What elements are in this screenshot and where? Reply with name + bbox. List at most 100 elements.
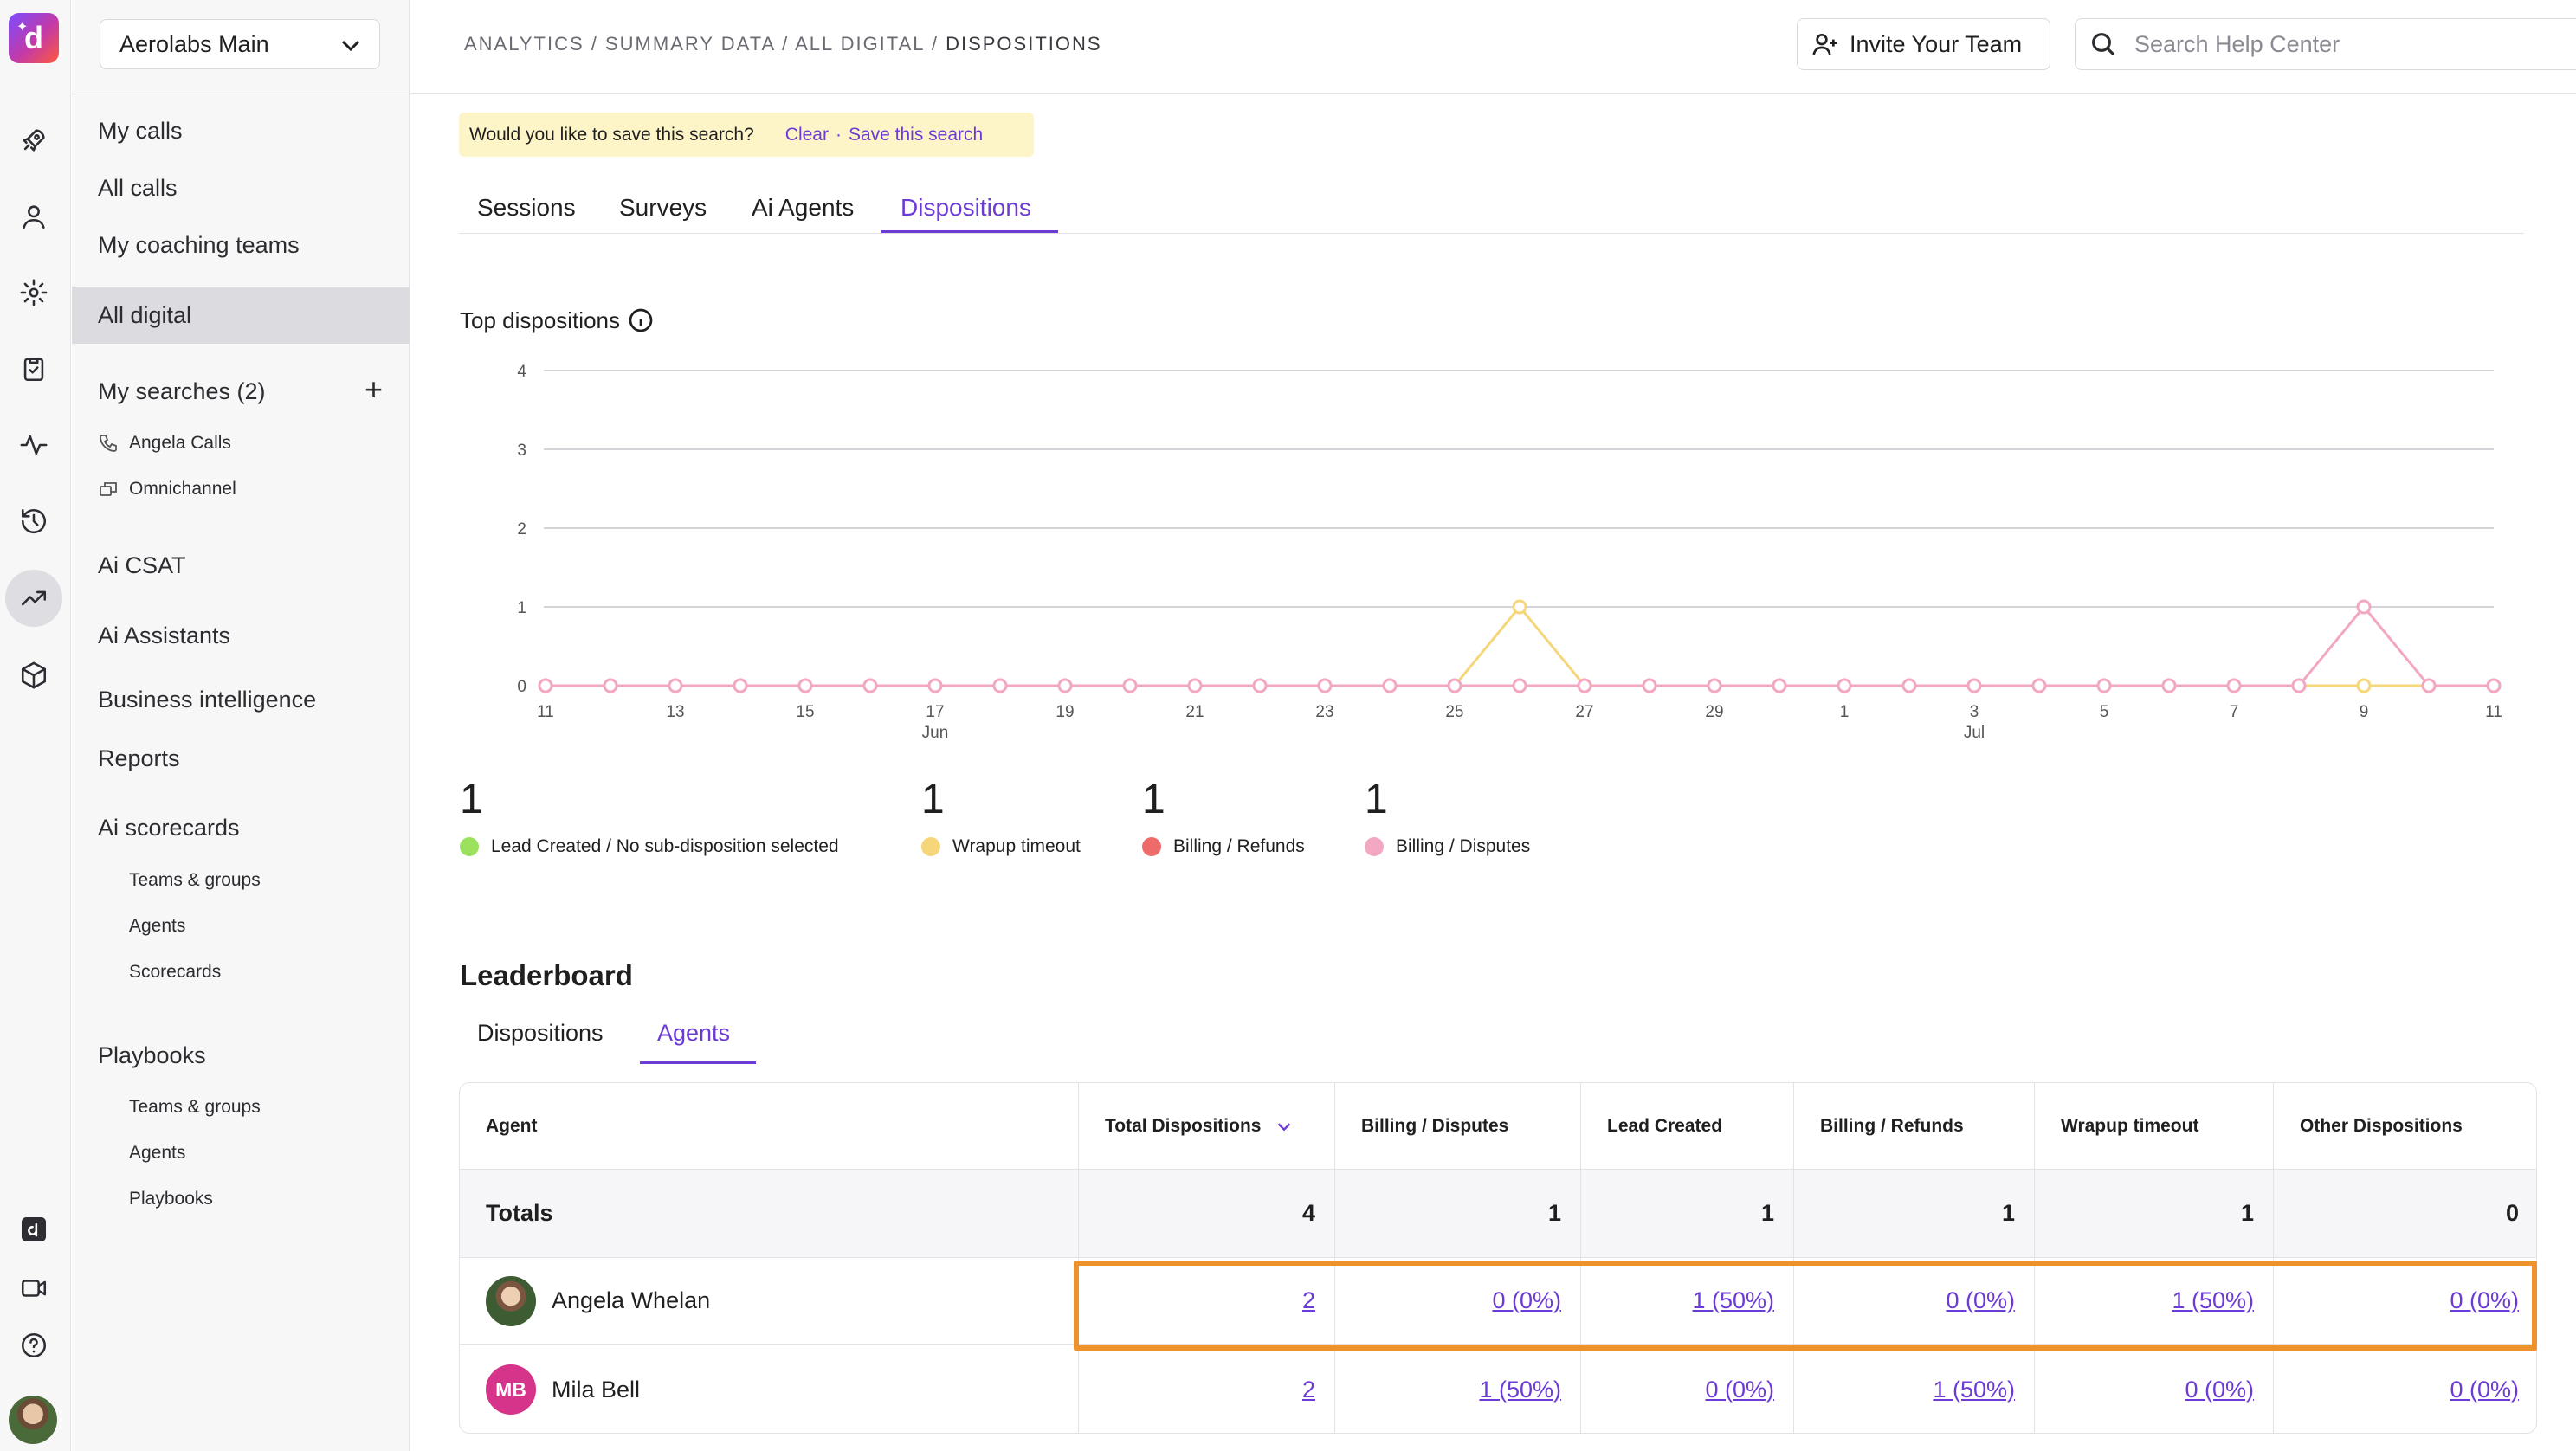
saved-search-angela-calls[interactable]: Angela Calls bbox=[129, 433, 231, 453]
value-link[interactable]: 1 (50%) bbox=[1479, 1376, 1561, 1403]
agent-cell[interactable]: Angela Whelan bbox=[460, 1258, 1078, 1344]
column-header-wrapup-timeout[interactable]: Wrapup timeout bbox=[2034, 1083, 2273, 1169]
value-link[interactable]: 2 bbox=[1301, 1287, 1315, 1313]
help-search[interactable] bbox=[2075, 18, 2576, 70]
y-tick-label: 1 bbox=[517, 599, 526, 617]
data-point bbox=[603, 678, 618, 693]
data-point bbox=[2096, 678, 2112, 693]
breadcrumb-analytics[interactable]: ANALYTICS bbox=[464, 33, 584, 55]
gear-icon[interactable] bbox=[15, 274, 53, 312]
value-link[interactable]: 0 (0%) bbox=[1705, 1376, 1774, 1403]
data-point bbox=[2226, 678, 2242, 693]
totals-row: Totals 4 1 1 1 1 0 bbox=[460, 1170, 2536, 1258]
value-link[interactable]: 0 (0%) bbox=[2185, 1376, 2254, 1403]
sidebar-item-playbooks-list[interactable]: Playbooks bbox=[129, 1189, 213, 1209]
history-icon[interactable] bbox=[15, 502, 53, 540]
info-icon[interactable] bbox=[627, 306, 655, 334]
legend-dot bbox=[921, 837, 940, 856]
sidebar-item-my-calls[interactable]: My calls bbox=[98, 118, 183, 144]
tab-surveys[interactable]: Surveys bbox=[619, 194, 707, 221]
column-header-other-dispositions[interactable]: Other Dispositions bbox=[2273, 1083, 2536, 1169]
sidebar-item-ai-assistants[interactable]: Ai Assistants bbox=[98, 622, 231, 648]
dialpad-logo[interactable]: ✦ d bbox=[9, 13, 59, 63]
column-header-billing-disputes[interactable]: Billing / Disputes bbox=[1334, 1083, 1580, 1169]
help-search-input[interactable] bbox=[2134, 30, 2550, 58]
tab-ai-agents[interactable]: Ai Agents bbox=[752, 194, 855, 221]
data-point bbox=[2291, 678, 2307, 693]
sidebar-item-playbooks-agents[interactable]: Agents bbox=[129, 1143, 186, 1163]
sidebar-item-scorecards-teams[interactable]: Teams & groups bbox=[129, 870, 261, 890]
x-tick-label: 23 bbox=[1315, 703, 1333, 721]
sidebar-item-ai-scorecards[interactable]: Ai scorecards bbox=[98, 815, 240, 841]
sidebar-item-my-searches[interactable]: My searches (2) bbox=[98, 378, 266, 404]
value-link[interactable]: 1 (50%) bbox=[2172, 1287, 2254, 1313]
breadcrumb-separator: / bbox=[591, 33, 598, 55]
breadcrumb-summary-data[interactable]: SUMMARY DATA bbox=[605, 33, 775, 55]
column-header-billing-refunds[interactable]: Billing / Refunds bbox=[1793, 1083, 2034, 1169]
data-point bbox=[1642, 678, 1657, 693]
series-line bbox=[546, 604, 2494, 687]
data-point bbox=[862, 678, 878, 693]
summary-count: 1 bbox=[460, 777, 483, 822]
agent-name: Angela Whelan bbox=[552, 1287, 711, 1313]
agent-cell[interactable]: MB Mila Bell bbox=[460, 1345, 1078, 1433]
sidebar-item-all-calls[interactable]: All calls bbox=[98, 175, 178, 201]
value-link[interactable]: 2 bbox=[1301, 1376, 1315, 1403]
x-tick-label: 5 bbox=[2100, 703, 2109, 721]
add-search-icon[interactable]: + bbox=[365, 371, 384, 407]
tab-sessions[interactable]: Sessions bbox=[477, 194, 576, 221]
active-item-highlight bbox=[72, 287, 410, 344]
column-header-lead-created[interactable]: Lead Created bbox=[1580, 1083, 1793, 1169]
save-search-question: Would you like to save this search? bbox=[469, 124, 754, 145]
user-icon[interactable] bbox=[15, 197, 53, 235]
user-avatar[interactable] bbox=[9, 1396, 57, 1444]
sidebar-item-my-coaching-teams[interactable]: My coaching teams bbox=[98, 232, 300, 258]
clear-search-link[interactable]: Clear bbox=[784, 124, 829, 145]
data-point bbox=[2161, 678, 2177, 693]
video-icon[interactable] bbox=[15, 1269, 53, 1307]
x-tick-label: 3 bbox=[1970, 703, 1979, 721]
help-icon[interactable] bbox=[15, 1326, 53, 1364]
summary-billing-disputes: 1 Billing / Disputes bbox=[1365, 779, 1530, 857]
trending-up-icon[interactable] bbox=[5, 570, 62, 627]
activity-icon[interactable] bbox=[15, 426, 53, 464]
value-link[interactable]: 0 (0%) bbox=[2450, 1287, 2519, 1313]
x-month-label: Jun bbox=[922, 724, 949, 742]
sidebar-item-reports[interactable]: Reports bbox=[98, 745, 180, 771]
tab-leaderboard-dispositions[interactable]: Dispositions bbox=[477, 1020, 604, 1046]
tab-dispositions[interactable]: Dispositions bbox=[901, 194, 1031, 221]
sidebar-item-scorecards-agents[interactable]: Agents bbox=[129, 916, 186, 936]
value-link[interactable]: 0 (0%) bbox=[1492, 1287, 1561, 1313]
rocket-icon[interactable] bbox=[15, 121, 53, 159]
saved-search-omnichannel[interactable]: Omnichannel bbox=[129, 479, 236, 499]
total-other-dispositions: 0 bbox=[2273, 1170, 2536, 1257]
y-tick-label: 0 bbox=[517, 678, 526, 696]
sidebar-item-playbooks[interactable]: Playbooks bbox=[98, 1042, 206, 1068]
column-header-total-dispositions[interactable]: Total Dispositions bbox=[1078, 1083, 1334, 1169]
sidebar-item-playbooks-teams[interactable]: Teams & groups bbox=[129, 1097, 261, 1117]
cube-icon[interactable] bbox=[15, 656, 53, 694]
save-search-link[interactable]: Save this search bbox=[848, 124, 984, 145]
dialpad-app-icon[interactable] bbox=[15, 1210, 53, 1248]
sidebar-item-scorecards[interactable]: Scorecards bbox=[129, 962, 222, 982]
breadcrumb-all-digital[interactable]: ALL DIGITAL bbox=[795, 33, 925, 55]
x-tick-label: 13 bbox=[666, 703, 684, 721]
invite-team-button[interactable]: Invite Your Team bbox=[1797, 18, 2050, 70]
sidebar-item-business-intelligence[interactable]: Business intelligence bbox=[98, 687, 317, 713]
tab-leaderboard-agents[interactable]: Agents bbox=[657, 1020, 731, 1046]
avatar: MB bbox=[486, 1364, 536, 1415]
data-point bbox=[2031, 678, 2047, 693]
clipboard-icon[interactable] bbox=[15, 350, 53, 388]
sidebar: Aerolabs Main My calls All calls My coac… bbox=[72, 0, 410, 1451]
workspace-select[interactable]: Aerolabs Main bbox=[100, 19, 380, 69]
data-point bbox=[1187, 678, 1203, 693]
value-link[interactable]: 0 (0%) bbox=[2450, 1376, 2519, 1403]
sidebar-item-ai-csat[interactable]: Ai CSAT bbox=[98, 552, 186, 578]
series-line bbox=[546, 604, 2494, 687]
summary-count: 1 bbox=[921, 777, 945, 822]
value-link[interactable]: 1 (50%) bbox=[1933, 1376, 2015, 1403]
value-link[interactable]: 1 (50%) bbox=[1692, 1287, 1774, 1313]
value-link[interactable]: 0 (0%) bbox=[1946, 1287, 2015, 1313]
total-dispositions: 4 bbox=[1078, 1170, 1334, 1257]
sidebar-item-all-digital[interactable]: All digital bbox=[98, 302, 192, 328]
